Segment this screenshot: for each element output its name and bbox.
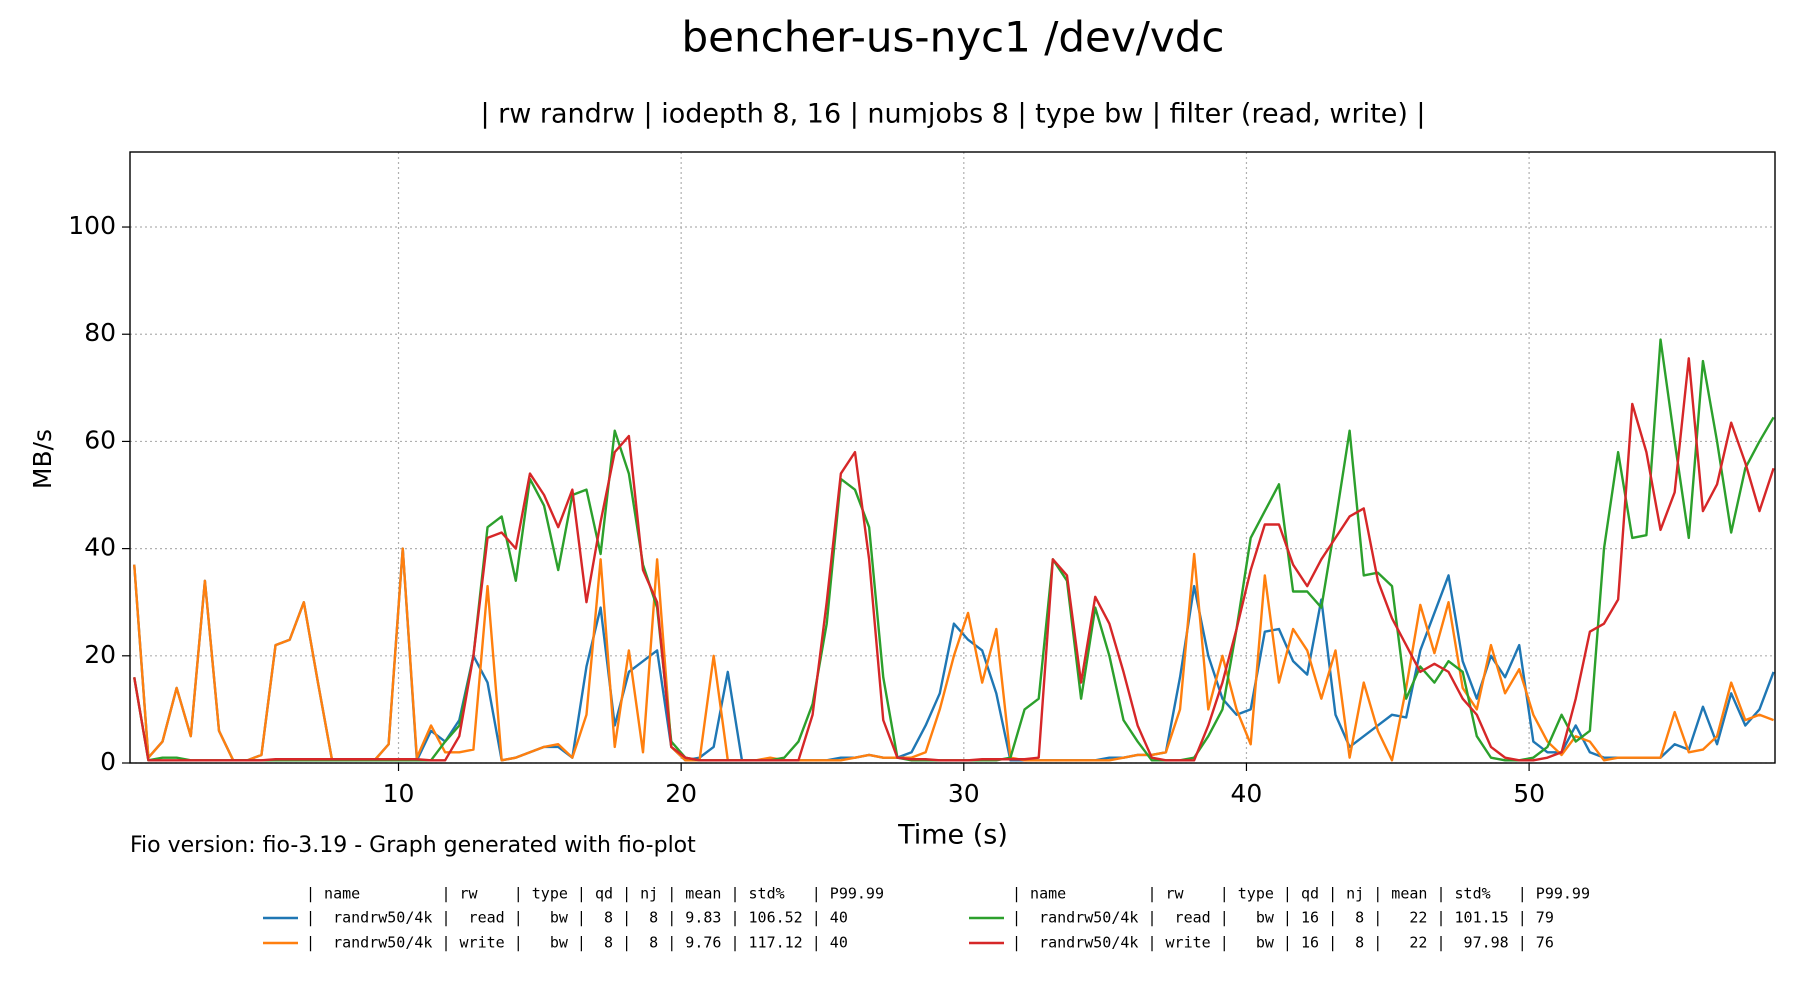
x-axis-label: Time (s) [897, 820, 1008, 851]
y-tick-label: 20 [84, 640, 116, 669]
y-axis-label: MB/s [28, 429, 57, 489]
x-tick-label: 20 [665, 779, 697, 808]
chart-subtitle: | rw randrw | iodepth 8, 16 | numjobs 8 … [480, 99, 1425, 130]
legend-label: | randrw50/4k | read | bw | 8 | 8 | 9.83… [306, 909, 848, 927]
legend-label: | randrw50/4k | write | bw | 8 | 8 | 9.7… [306, 934, 848, 952]
y-tick-label: 0 [100, 747, 116, 776]
x-tick-label: 10 [383, 779, 415, 808]
y-tick-label: 40 [84, 533, 116, 562]
y-tick-label: 60 [84, 425, 116, 454]
y-tick-label: 80 [84, 318, 116, 347]
chart-title: bencher-us-nyc1 /dev/vdc [682, 13, 1225, 62]
x-tick-label: 40 [1231, 779, 1263, 808]
x-tick-label: 30 [948, 779, 980, 808]
footnote: Fio version: fio-3.19 - Graph generated … [130, 833, 696, 858]
legend-header: | name | rw | type | qd | nj | mean | st… [1012, 885, 1590, 903]
legend-label: | randrw50/4k | write | bw | 16 | 8 | 22… [1012, 934, 1554, 952]
series-line [133, 357, 1775, 762]
y-tick-label: 100 [68, 211, 116, 240]
legend-header: | name | rw | type | qd | nj | mean | st… [306, 885, 884, 903]
legend-label: | randrw50/4k | read | bw | 16 | 8 | 22 … [1012, 909, 1554, 927]
x-tick-label: 50 [1513, 779, 1545, 808]
series-line [133, 547, 1775, 762]
plot-frame [129, 151, 1776, 764]
